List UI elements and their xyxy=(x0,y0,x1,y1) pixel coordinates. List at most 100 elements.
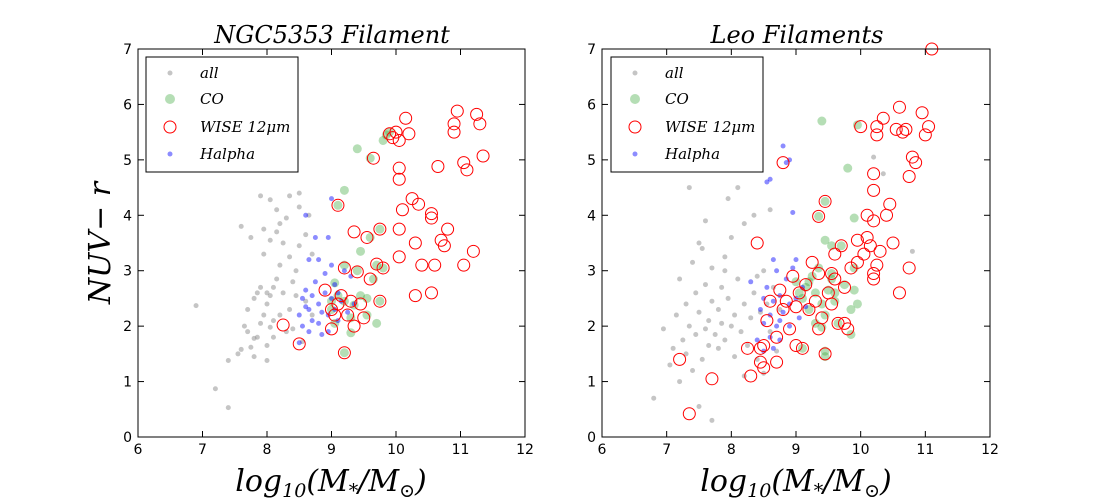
all-point xyxy=(290,279,296,285)
co-point xyxy=(807,271,817,281)
wise-point xyxy=(363,272,377,286)
wise-point xyxy=(350,265,364,279)
wise-point xyxy=(838,280,851,294)
wise-point xyxy=(424,211,438,225)
all-point xyxy=(761,268,767,274)
legend-label-all: all xyxy=(200,64,219,82)
all-point xyxy=(686,323,692,329)
halpha-point xyxy=(329,295,334,301)
all-point xyxy=(258,284,264,290)
all-point xyxy=(702,282,708,288)
wise-point xyxy=(854,120,868,134)
legend-box xyxy=(610,56,764,173)
halpha-point xyxy=(322,270,328,276)
y-tick-label: 7 xyxy=(587,42,596,58)
y-tick-label: 1 xyxy=(587,375,596,391)
wise-point xyxy=(344,294,358,308)
wise-point xyxy=(402,127,416,141)
wise-point xyxy=(325,322,338,336)
all-point xyxy=(677,379,683,385)
all-point xyxy=(728,234,734,240)
legend-label-halpha: Halpha xyxy=(664,145,720,163)
halpha-point xyxy=(761,295,767,301)
all-point xyxy=(767,329,773,335)
wise-point xyxy=(757,339,771,353)
y-tick-label: 2 xyxy=(587,319,596,335)
all-point xyxy=(283,215,289,221)
all-point xyxy=(280,240,286,246)
all-point xyxy=(699,356,705,362)
wise-point xyxy=(408,289,422,303)
co-point xyxy=(823,285,833,295)
all-point xyxy=(277,262,283,268)
wise-point xyxy=(470,107,484,121)
all-point xyxy=(667,362,673,368)
legend-marker-halpha xyxy=(632,151,638,157)
all-point xyxy=(254,290,260,296)
all-point xyxy=(248,344,254,350)
co-point xyxy=(378,263,388,273)
wise-point xyxy=(373,294,387,308)
all-point xyxy=(296,190,302,196)
wise-point xyxy=(831,316,845,330)
wise-point xyxy=(867,167,881,181)
wise-point xyxy=(799,278,813,292)
plot-area xyxy=(651,42,939,423)
halpha-point xyxy=(303,304,309,310)
wise-point xyxy=(383,127,397,141)
all-point xyxy=(293,293,299,299)
all-point xyxy=(706,343,712,349)
all-point xyxy=(722,268,728,274)
wise-point xyxy=(357,311,371,325)
all-point xyxy=(670,345,676,351)
x-tick-label: 9 xyxy=(327,442,336,458)
co-point xyxy=(801,282,811,292)
legend-marker-all xyxy=(632,70,638,76)
co-point xyxy=(794,288,804,298)
wise-point xyxy=(892,100,906,114)
y-tick-label: 4 xyxy=(123,208,132,224)
all-point xyxy=(274,276,280,282)
all-point xyxy=(715,345,721,351)
wise-point xyxy=(860,230,874,244)
wise-point xyxy=(902,169,916,183)
co-point xyxy=(372,318,382,328)
wise-point xyxy=(473,117,487,131)
halpha-point xyxy=(754,337,760,343)
all-point xyxy=(245,307,251,313)
y-axis-label: NUV− r xyxy=(83,180,118,305)
all-point xyxy=(699,246,705,252)
halpha-point xyxy=(780,143,786,149)
wise-point xyxy=(376,261,390,275)
x-tick-label: 10 xyxy=(852,442,870,458)
wise-point xyxy=(867,214,881,228)
all-point xyxy=(303,298,309,304)
all-point xyxy=(702,218,708,224)
all-point xyxy=(683,351,689,357)
legend-label-co: CO xyxy=(665,90,689,108)
all-point xyxy=(225,358,231,364)
co-point xyxy=(339,260,349,270)
all-point xyxy=(754,273,760,279)
halpha-point xyxy=(783,160,789,166)
co-point xyxy=(339,185,349,195)
wise-point xyxy=(705,372,719,386)
all-point xyxy=(693,290,699,296)
halpha-point xyxy=(296,340,302,346)
halpha-point xyxy=(764,179,770,185)
wise-point xyxy=(447,117,461,131)
x-tick-label: 12 xyxy=(516,442,534,458)
x-tick-label: 10 xyxy=(387,442,405,458)
x-tick-label: 7 xyxy=(198,442,207,458)
wise-point xyxy=(431,160,445,174)
halpha-point xyxy=(322,290,328,296)
legend-box xyxy=(145,56,299,173)
all-point xyxy=(296,204,302,210)
all-point xyxy=(770,284,776,290)
halpha-point xyxy=(341,268,347,274)
wise-point xyxy=(331,198,345,212)
co-point xyxy=(372,260,382,270)
all-point xyxy=(274,207,280,213)
wise-point xyxy=(812,266,826,280)
legend: all CO WISE 12μm Halpha xyxy=(145,56,299,173)
